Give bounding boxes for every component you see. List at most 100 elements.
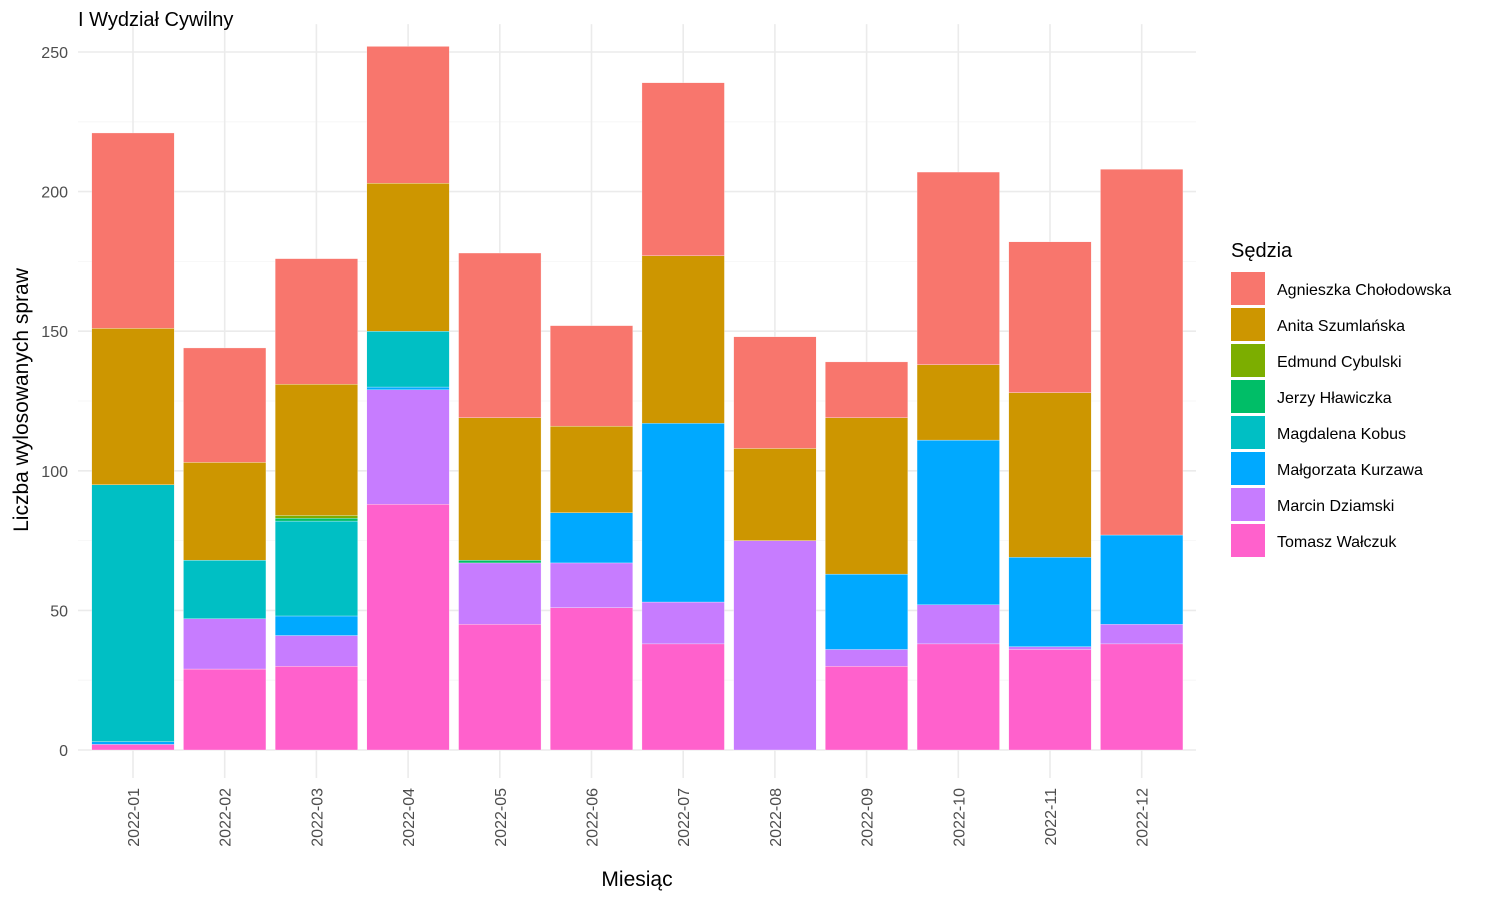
bar-segment [274, 615, 358, 636]
bar-segment [91, 132, 175, 329]
bar-segment [274, 518, 358, 522]
x-axis-title: Miesiąc [601, 868, 672, 891]
bar-segment [1100, 169, 1184, 536]
bar-segment [916, 643, 1000, 751]
legend-swatch [1231, 452, 1265, 485]
bar-segment [1100, 624, 1184, 645]
legend-label: Tomasz Wałczuk [1277, 534, 1397, 551]
legend-swatch [1231, 380, 1265, 413]
bar-segment [183, 347, 267, 463]
bar-segment [458, 624, 542, 751]
bar-segment [274, 635, 358, 667]
legend-label: Małgorzata Kurzawa [1277, 462, 1423, 479]
legend-label: Magdalena Kobus [1277, 426, 1406, 443]
bar-segment [183, 618, 267, 670]
bar-segment [733, 336, 817, 449]
bar-segment [1100, 534, 1184, 625]
bar-segment [91, 744, 175, 751]
bar-segment [916, 604, 1000, 645]
x-tick-label: 2022-04 [401, 788, 418, 847]
bar-segment [458, 252, 542, 418]
bar-segment [916, 439, 1000, 605]
bar-segment [1100, 643, 1184, 751]
bar-segment [1008, 241, 1092, 393]
x-tick-label: 2022-10 [951, 788, 968, 847]
y-axis-title: Liczba wylosowanych spraw [10, 267, 33, 532]
bar-segment [183, 668, 267, 751]
y-tick-label: 50 [50, 603, 68, 620]
x-tick-label: 2022-06 [585, 788, 602, 847]
bar-segment [550, 562, 633, 608]
bar-segment [274, 515, 358, 519]
bar-segment [274, 258, 358, 385]
x-axis-ticks: 2022-01 2022-02 2022-03 2022-04 2022-05 2022-… [126, 788, 1152, 847]
legend-label: Marcin Dziamski [1277, 498, 1394, 515]
legend-label: Agnieszka Chołodowska [1277, 282, 1451, 299]
bar-segment [366, 331, 450, 388]
bar-segment [1008, 392, 1092, 558]
bar-segment [91, 484, 175, 742]
legend-title: Sędzia [1231, 240, 1293, 262]
bar-segment [550, 425, 633, 513]
bar-segment [1008, 646, 1092, 650]
legend-swatch [1231, 344, 1265, 377]
bar-segment [825, 666, 908, 751]
y-tick-label: 200 [41, 185, 68, 202]
y-axis-ticks: 0 50 100 150 200 250 [41, 45, 68, 760]
x-tick-label: 2022-07 [676, 788, 693, 847]
legend-items: Agnieszka Chołodowska Anita Szumlańska Edm… [1231, 272, 1451, 557]
bar-segment [733, 540, 817, 751]
bar-segment [641, 423, 725, 603]
x-tick-label: 2022-12 [1135, 788, 1152, 847]
legend-swatch [1231, 416, 1265, 449]
legend-swatch [1231, 488, 1265, 521]
bar-segment [366, 183, 450, 332]
bar-segment [641, 643, 725, 751]
x-tick-label: 2022-01 [126, 788, 143, 847]
legend-label: Anita Szumlańska [1277, 318, 1405, 335]
legend-label: Jerzy Hławiczka [1277, 390, 1392, 407]
bar-segment [274, 384, 358, 516]
bar-segment [825, 417, 908, 575]
bar-segment [641, 82, 725, 256]
bar-segment [366, 46, 450, 184]
bar-segment [183, 559, 267, 619]
bar-segment [733, 448, 817, 541]
bar-segment [1008, 649, 1092, 751]
y-tick-label: 150 [41, 324, 68, 341]
bar-segment [274, 520, 358, 617]
bar-segment [274, 666, 358, 751]
x-tick-label: 2022-09 [860, 788, 877, 847]
y-tick-label: 0 [59, 743, 68, 760]
x-tick-label: 2022-11 [1043, 788, 1060, 846]
bar-segment [916, 171, 1000, 365]
chart-title: I Wydział Cywilny [78, 9, 233, 31]
bar-segment [825, 361, 908, 418]
legend-swatch [1231, 308, 1265, 341]
bar-segment [91, 328, 175, 485]
legend-swatch [1231, 524, 1265, 557]
bar-segment [550, 325, 633, 427]
x-tick-label: 2022-08 [768, 788, 785, 847]
bar-segment [183, 462, 267, 561]
bar-segment [458, 559, 542, 564]
bar-segment [641, 601, 725, 645]
x-tick-label: 2022-03 [309, 788, 326, 847]
x-tick-label: 2022-02 [218, 788, 235, 847]
y-tick-label: 100 [41, 464, 68, 481]
y-tick-label: 250 [41, 45, 68, 62]
bar-segment [91, 741, 175, 745]
bar-segment [458, 562, 542, 625]
legend-label: Edmund Cybulski [1277, 354, 1402, 371]
bar-segment [366, 386, 450, 390]
bar-segment [825, 649, 908, 667]
legend-swatch [1231, 272, 1265, 305]
bar-segment [366, 504, 450, 751]
x-tick-label: 2022-05 [493, 788, 510, 847]
bar-segment [366, 389, 450, 505]
bar-segment [458, 417, 542, 561]
bar-segment [641, 255, 725, 424]
bar-segment [550, 607, 633, 751]
bar-segment [825, 573, 908, 650]
